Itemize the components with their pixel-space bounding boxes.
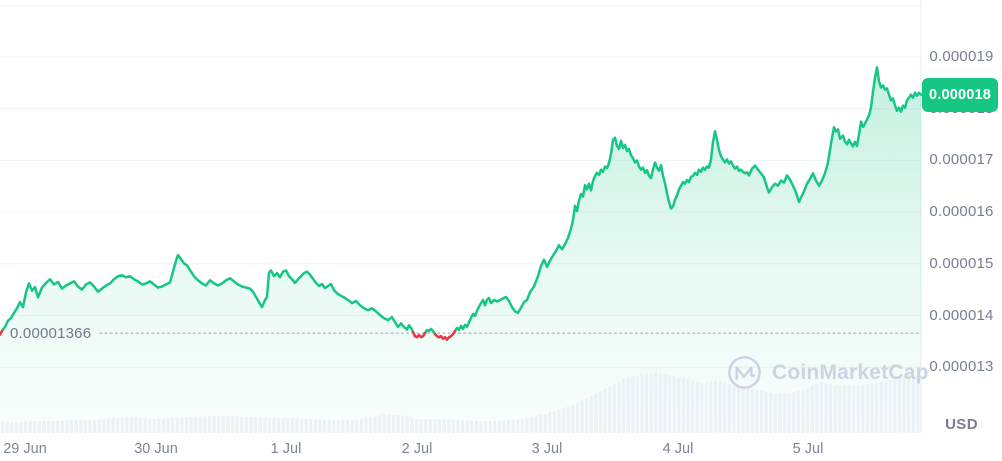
price-line-below-baseline	[411, 330, 427, 339]
price-line-below-baseline	[0, 329, 4, 336]
price-area-fill	[0, 67, 921, 434]
x-axis-tick: 5 Jul	[792, 441, 824, 457]
x-axis-tick: 30 Jun	[134, 441, 178, 457]
y-axis-tick: 0.000019	[929, 48, 994, 65]
y-axis-tick: 0.000014	[929, 306, 994, 324]
volume-bars	[1, 372, 920, 434]
y-axis-tick: 0.000013	[929, 358, 994, 376]
baseline-price-label: 0.00001366	[10, 325, 92, 342]
usd-unit-label: USD	[945, 416, 978, 433]
current-price-badge: 0.000018	[922, 78, 998, 112]
x-axis-tick: 3 Jul	[531, 441, 563, 457]
y-axis-tick: 0.000017	[929, 151, 994, 169]
y-axis-tick: 0.000016	[929, 203, 994, 221]
x-axis-tick: 4 Jul	[662, 441, 694, 457]
x-axis-tick: 29 Jun	[3, 441, 47, 457]
price-line-below-baseline	[433, 329, 457, 342]
x-axis-tick: 1 Jul	[270, 441, 302, 457]
y-axis-tick: 0.000015	[929, 254, 994, 272]
price-line	[0, 66, 923, 342]
x-axis-tick: 2 Jul	[401, 441, 433, 457]
